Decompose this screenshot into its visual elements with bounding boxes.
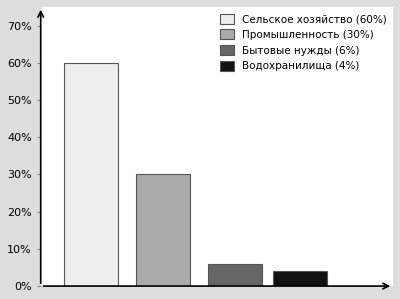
Legend: Сельское хозяйство (60%), Промышленность (30%), Бытовые нужды (6%), Водохранилищ: Сельское хозяйство (60%), Промышленность…	[215, 9, 391, 75]
Bar	[136, 174, 190, 286]
Bar	[64, 63, 118, 286]
Bar	[208, 264, 262, 286]
Bar	[273, 271, 326, 286]
